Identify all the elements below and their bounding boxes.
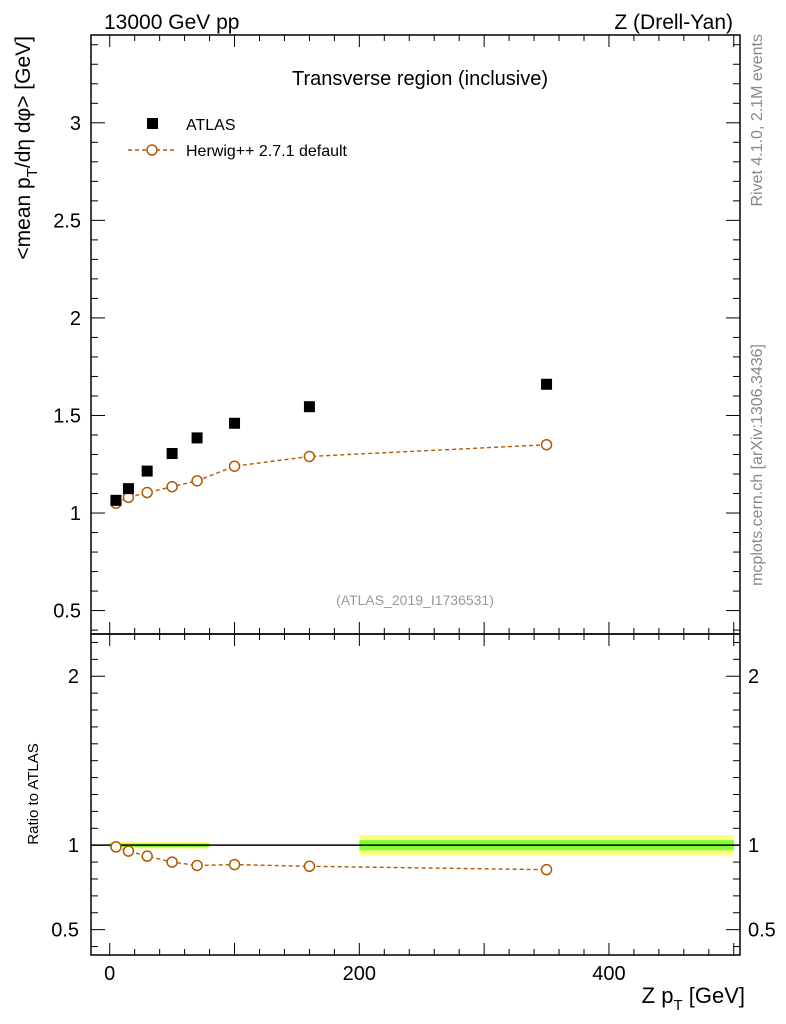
mc-point — [540, 438, 553, 451]
mc-point — [141, 486, 153, 499]
mcplots-label: mcplots.cern.ch [arXiv:1306.3436] — [749, 344, 766, 586]
ratio-y-tick-label-right: 2 — [748, 666, 759, 688]
data-point — [110, 494, 122, 506]
ratio-y-tick-label-right: 1 — [748, 835, 759, 857]
y-tick-label: 2 — [70, 308, 81, 330]
main-y-axis-label-rest: /dη dφ> [GeV] — [12, 36, 35, 168]
y-tick-label: 1 — [70, 503, 81, 525]
mc-line — [115, 444, 547, 504]
mc-point — [228, 460, 241, 472]
y-tick-label: 1.5 — [53, 405, 81, 427]
main-y-axis-label-sub: T — [24, 168, 41, 177]
ratio-y-axis-label: Ratio to ATLAS — [25, 743, 42, 844]
ratio-series-layer — [91, 841, 740, 876]
data-point — [303, 401, 315, 413]
mc-point — [166, 480, 178, 493]
legend-atlas-marker — [147, 118, 158, 129]
rivet-label: Rivet 4.1.0, 2.1M events — [749, 34, 766, 207]
legend-atlas-label: ATLAS — [186, 117, 236, 134]
ratio-y-tick-label-left: 1 — [68, 835, 79, 857]
process-label: Z (Drell-Yan) — [614, 11, 733, 34]
data-point — [191, 432, 203, 444]
data-point — [166, 448, 178, 460]
ratio-mc-point — [110, 841, 122, 853]
x-axis-label-sub: T — [673, 997, 682, 1014]
x-axis-label-main: Z p — [642, 983, 674, 1008]
y-tick-label: 2.5 — [53, 210, 81, 232]
ratio-mc-point — [166, 856, 178, 868]
chart-title: Transverse region (inclusive) — [292, 68, 548, 90]
data-point — [122, 483, 134, 495]
data-point — [141, 465, 153, 477]
ratio-y-tick-label-left: 2 — [68, 666, 79, 688]
x-axis-label-rest: [GeV] — [683, 983, 745, 1008]
legend-herwig-marker — [146, 144, 158, 156]
main-series-layer — [110, 378, 553, 510]
x-tick-label: 400 — [592, 963, 625, 985]
data-point — [541, 378, 553, 390]
ratio-mc-point — [540, 863, 553, 876]
y-tick-label: 3 — [70, 113, 81, 135]
ratio-plot-frame — [90, 633, 741, 956]
legend-herwig-label: Herwig++ 2.7.1 default — [186, 143, 348, 160]
x-tick-label: 0 — [104, 963, 115, 985]
ratio-mc-point — [141, 850, 153, 862]
ratio-mc-point — [303, 860, 316, 873]
mc-point — [191, 475, 203, 487]
energy-label: 13000 GeV pp — [104, 11, 239, 34]
ratio-mc-point — [228, 858, 241, 871]
x-axis-label: Z pT [GeV] — [642, 983, 745, 1014]
ratio-axis-ticks: 0.5 0.5 1 1 2 2 0 200 400 — [51, 634, 776, 985]
ratio-mc-point — [122, 845, 135, 857]
ratio-y-tick-label-left: 0.5 — [51, 920, 79, 942]
legend: ATLAS Herwig++ 2.7.1 default — [128, 117, 348, 160]
mc-point — [303, 450, 316, 463]
data-point — [229, 417, 241, 429]
main-axis-ticks: 0.5 1 1.5 2 2.5 3 — [53, 35, 740, 634]
x-tick-label: 200 — [343, 963, 376, 985]
analysis-label: (ATLAS_2019_I1736531) — [336, 592, 494, 608]
ratio-y-tick-label-right: 0.5 — [748, 920, 776, 942]
main-y-axis-label: <mean pT/dη dφ> [GeV] — [12, 36, 41, 260]
ratio-mc-point — [191, 859, 203, 872]
y-tick-label: 0.5 — [53, 601, 81, 623]
main-y-axis-label-main: <mean p — [12, 177, 35, 259]
